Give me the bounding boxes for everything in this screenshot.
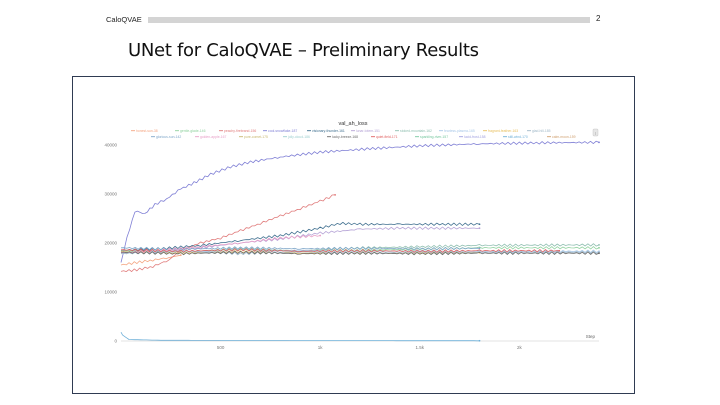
legend-item[interactable]: lucid-frost-158 (464, 135, 486, 139)
series-line-quiet-field-171 (120, 248, 560, 253)
x-tick-label: 500 (217, 345, 225, 350)
x-tick-label: 1k (318, 345, 324, 350)
legend-item[interactable]: glad-hill-185 (532, 129, 551, 133)
series-end-point (598, 243, 600, 246)
y-tick-label: 10000 (104, 289, 117, 294)
series-end-point (478, 247, 481, 250)
legend-item[interactable]: peachy-firebrand-156 (224, 129, 256, 133)
legend-item[interactable]: pure-comet-175 (244, 135, 268, 139)
series-end-point (319, 234, 322, 237)
series-line-lucky-breeze-168 (120, 250, 600, 256)
x-tick-label: 1.5k (415, 345, 424, 350)
chart-svg: val_ah_loss honest-sun-38 gentle-glade-14… (104, 121, 600, 350)
series-end-point (478, 339, 481, 342)
series-end-point (478, 227, 481, 230)
series-end-point (334, 193, 337, 196)
legend-item[interactable]: lucky-breeze-168 (332, 135, 358, 139)
legend-menu-icon[interactable]: ⋮ (592, 128, 599, 137)
y-tick-label: 40000 (104, 142, 117, 147)
slide-title: UNet for CaloQVAE – Preliminary Results (128, 40, 479, 61)
y-tick-label: 0 (114, 339, 117, 344)
legend-item[interactable]: golden-apple-167 (200, 135, 227, 139)
legend-item[interactable]: still-wind-170 (508, 135, 528, 139)
legend-item[interactable]: stoked-mountain-162 (400, 129, 432, 133)
series-line-fragrant-feather-163 (120, 250, 480, 255)
series-line-peachy-firebrand-156 (120, 194, 336, 273)
y-tick-label: 30000 (104, 191, 117, 196)
legend-item[interactable]: calm-moon-159 (552, 135, 576, 139)
legend-item[interactable]: gentle-glade-146 (180, 129, 206, 133)
series-line-still-wind-170 (120, 332, 480, 342)
series-end-point (598, 141, 600, 144)
legend-item[interactable]: fearless-plasma-165 (444, 129, 475, 133)
legend-item[interactable]: lunar-totem-151 (356, 129, 380, 133)
chart-frame: val_ah_loss honest-sun-38 gentle-glade-14… (72, 76, 635, 394)
x-axis-label: Step (586, 334, 596, 339)
legend-item[interactable]: fragrant-feather-163 (488, 129, 518, 133)
x-tick-label: 2k (517, 345, 523, 350)
legend-item[interactable]: jolly-cloud-186 (287, 135, 310, 139)
header-bar (148, 17, 590, 23)
legend-item[interactable]: sparkling-river-157 (420, 135, 448, 139)
legend-item[interactable]: cool-snowflake-187 (268, 129, 297, 133)
legend-item[interactable]: glorious-sun-142 (156, 135, 181, 139)
series-line-visionary-thunder-161 (120, 221, 480, 252)
svg-text:⋮: ⋮ (594, 131, 598, 136)
chart-title: val_ah_loss (338, 121, 367, 127)
header-app-name: CaloQVAE (106, 15, 142, 24)
chart-legend: honest-sun-38 gentle-glade-146 peachy-fire… (131, 129, 576, 139)
y-tick-label: 20000 (104, 240, 117, 245)
series-end-point (598, 252, 600, 255)
chart-axes: 0 10000 20000 30000 40000 500 1k 1.5k 2k (104, 142, 599, 350)
legend-item[interactable]: quiet-field-171 (376, 135, 398, 139)
chart-series (120, 140, 600, 342)
legend-item[interactable]: honest-sun-38 (136, 129, 158, 133)
series-end-point (179, 254, 182, 257)
series-end-point (478, 223, 481, 226)
legend-item[interactable]: visionary-thunder-161 (312, 129, 345, 133)
page-number: 2 (596, 14, 601, 23)
series-end-point (558, 249, 561, 252)
series-line-cool-snowflake-187 (120, 140, 600, 263)
series-line-glorious-sun-142 (120, 246, 480, 251)
series-line-honest-sun-38 (120, 254, 181, 266)
series-end-point (598, 246, 600, 249)
